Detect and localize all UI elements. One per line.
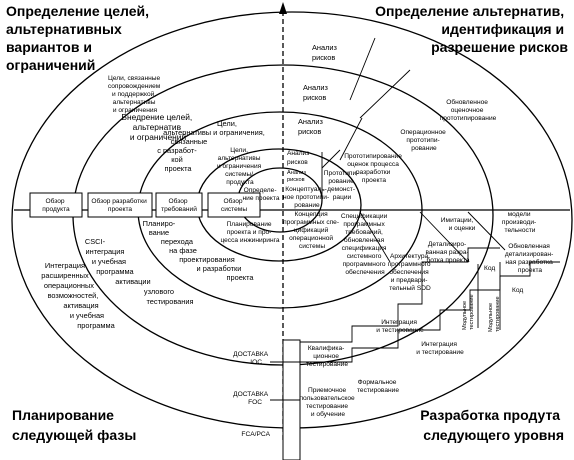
review-system-label: Обзор системы bbox=[221, 197, 247, 213]
review-product-label: Обзор продукта bbox=[42, 197, 70, 213]
dev-module-test-2: Модульное тестирование bbox=[488, 296, 501, 332]
planning-r0: Планирование проекта и про- цесса инжини… bbox=[220, 221, 279, 244]
planning-r3: Интеграция расширенных операционных возм… bbox=[41, 261, 115, 330]
quadrant-title-risks: Определение альтернатив, идентификация и… bbox=[375, 3, 568, 55]
dev-steps-outer bbox=[299, 261, 560, 440]
planning-r2: CSCI- интеграция и учебная программа акт… bbox=[85, 237, 194, 306]
risk-divider-2 bbox=[339, 117, 363, 161]
quadrant-title-goals: Определение целей, альтернативных вариан… bbox=[6, 3, 153, 73]
risk-analysis-r4: Анализ рисков bbox=[312, 43, 339, 62]
quadrant-title-development: Разработка продута следующего уровня bbox=[420, 407, 564, 443]
planning-r1: Планиро- вание перехода на фазе проектир… bbox=[143, 219, 255, 282]
prototyping-r3: Операционное прототипи- рование bbox=[400, 129, 447, 152]
review-requirements-label: Обзор требований bbox=[161, 197, 197, 213]
delivery-fca: FCA/PCA bbox=[241, 431, 270, 438]
prototyping-r2: Прототипирование оценок процесса разрабо… bbox=[344, 153, 404, 184]
goals-r2: Цели, альтернативы и ограничения, связан… bbox=[157, 119, 267, 173]
dev-models: модели производи- тельности bbox=[502, 211, 538, 234]
goals-r4: Цели, связанные сопровождением и поддерж… bbox=[108, 75, 162, 114]
prototyping-r0: Концептуаль- ное прототипи- рование bbox=[283, 186, 331, 209]
dev-divider-2 bbox=[419, 211, 469, 263]
review-requirements-box bbox=[155, 192, 203, 218]
dev-divider-1 bbox=[359, 211, 391, 263]
dev-qualification: Квалифика- ционное тестирование bbox=[306, 345, 348, 368]
risk-analysis-r3: Анализ рисков bbox=[303, 83, 330, 102]
review-design-label: Обзор разработки проекта bbox=[91, 197, 148, 213]
dev-simulations: Имитации, и оценки bbox=[441, 217, 476, 232]
dev-concept: Концепция программных спе- цификаций опе… bbox=[283, 211, 341, 250]
prototyping-r4: Обновленное оценочное прототипирование bbox=[440, 98, 497, 122]
review-design-box bbox=[87, 192, 153, 218]
goals-r3: Внедрение целей, альтернатив и ограничен… bbox=[121, 112, 194, 142]
goals-r0: Определе- ние проекта bbox=[243, 187, 280, 202]
dev-divider-3 bbox=[467, 211, 506, 251]
dev-steps-inner bbox=[300, 247, 500, 343]
dev-updated-design: Обновленная детализирован- ная разработк… bbox=[505, 242, 555, 274]
dev-acceptance: Приемочное пользовательское тестирование… bbox=[299, 387, 356, 418]
dev-formal: Формальное тестирование bbox=[357, 379, 399, 394]
dev-detailed-design: Детализиро- ванная разра- ботка проекта bbox=[425, 241, 470, 264]
risk-analysis-r0: Анализ рисков bbox=[287, 170, 307, 183]
dev-module-test-1: Модульное тестирование bbox=[462, 294, 475, 330]
risk-divider-3 bbox=[359, 69, 411, 119]
risk-analysis-r1: Анализ рисков bbox=[287, 150, 311, 166]
risk-divider-4 bbox=[349, 37, 376, 101]
goals-r1: Цели, альтернативы и ограничения системы… bbox=[217, 147, 263, 186]
risk-divider-5 bbox=[321, 149, 341, 169]
axis-arrow-icon bbox=[279, 2, 287, 14]
delivery-ioc: ДОСТАВКА IOC bbox=[233, 351, 270, 366]
dev-code-2: Код bbox=[512, 287, 523, 294]
dev-integration-1: Интеграция и тестирование bbox=[376, 319, 424, 334]
dev-code-1: Код bbox=[484, 265, 495, 272]
dev-architecture: Архитектура программного обеспечения и п… bbox=[388, 253, 433, 292]
delivery-foc: ДОСТАВКА FOC bbox=[233, 391, 270, 406]
review-system-box bbox=[207, 192, 261, 218]
review-product-box bbox=[29, 192, 83, 218]
quadrant-title-planning: Планирование следующей фазы bbox=[12, 407, 136, 443]
prototyping-r1: Прототипи- рование демонст- рации bbox=[324, 170, 360, 201]
risk-analysis-r2: Анализ рисков bbox=[298, 117, 325, 136]
dev-specs: Спецификации программных требований, обн… bbox=[341, 213, 389, 276]
dev-integration-2: Интеграция и тестирование bbox=[416, 341, 464, 356]
